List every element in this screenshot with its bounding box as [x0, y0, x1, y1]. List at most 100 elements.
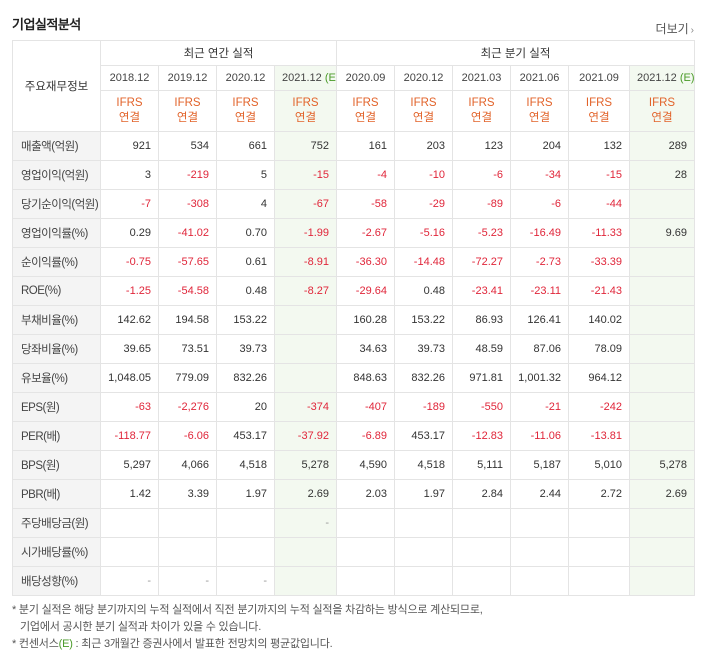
- data-cell: -: [158, 566, 217, 596]
- data-cell: 661: [216, 131, 275, 161]
- data-cell: 2.69: [274, 479, 337, 509]
- financial-table: 주요재무정보 최근 연간 실적 최근 분기 실적 2018.12 2019.12 2…: [12, 40, 696, 596]
- row-label: 시가배당률(%): [12, 537, 101, 567]
- table-row: PER(배) -118.77 -6.06 453.17 -37.92 -6.89 453.1…: [12, 421, 696, 451]
- data-cell: 1,001.32: [510, 363, 569, 393]
- quarter-period-header: 2021.12 (E): [628, 65, 696, 91]
- data-cell: -12.83: [452, 421, 511, 451]
- basis-header: IFRS 연결: [336, 90, 395, 132]
- data-cell: 0.48: [394, 276, 453, 306]
- data-cell: 5,297: [100, 450, 159, 480]
- data-cell: 2.69: [628, 479, 696, 509]
- data-cell: -72.27: [452, 247, 511, 277]
- data-cell: [628, 189, 696, 219]
- data-cell: 48.59: [452, 334, 511, 364]
- row-label: PER(배): [12, 421, 101, 451]
- data-cell: -57.65: [158, 247, 217, 277]
- row-label: 주당배당금(원): [12, 508, 101, 538]
- data-cell: [628, 305, 696, 335]
- data-cell: 779.09: [158, 363, 217, 393]
- row-label: 배당성향(%): [12, 566, 101, 596]
- data-cell: [510, 537, 569, 567]
- data-cell: [568, 508, 630, 538]
- data-cell: -6: [510, 189, 569, 219]
- data-cell: [336, 508, 395, 538]
- table-row: BPS(원) 5,297 4,066 4,518 5,278 4,590 4,518 5,11…: [12, 450, 696, 480]
- data-cell: 153.22: [216, 305, 275, 335]
- estimate-mark: (E): [58, 638, 73, 650]
- data-cell: 453.17: [394, 421, 453, 451]
- table-row: 당좌비율(%) 39.65 73.51 39.73 34.63 39.73 48.59 87.…: [12, 334, 696, 364]
- table-row: 당기순이익(억원) -7 -308 4 -67 -58 -29 -89 -6 -44: [12, 189, 696, 219]
- basis-header: IFRS 연결: [452, 90, 511, 132]
- data-cell: 5: [216, 160, 275, 190]
- row-label: 당기순이익(억원): [12, 189, 101, 219]
- annual-period-header: 2020.12: [216, 65, 275, 91]
- data-cell: 204: [510, 131, 569, 161]
- more-link[interactable]: 더보기 ›: [656, 20, 694, 37]
- data-cell: [568, 566, 630, 596]
- data-cell: -15: [274, 160, 337, 190]
- data-cell: 4: [216, 189, 275, 219]
- data-cell: 5,111: [452, 450, 511, 480]
- data-cell: [568, 537, 630, 567]
- data-cell: -2.73: [510, 247, 569, 277]
- data-cell: 2.84: [452, 479, 511, 509]
- data-cell: [628, 276, 696, 306]
- data-cell: 5,278: [628, 450, 696, 480]
- estimate-mark: (E): [679, 72, 695, 84]
- row-label: 유보율(%): [12, 363, 101, 393]
- data-cell: -308: [158, 189, 217, 219]
- data-cell: [394, 566, 453, 596]
- data-cell: [274, 537, 337, 567]
- data-cell: 3.39: [158, 479, 217, 509]
- data-cell: -: [274, 508, 337, 538]
- data-cell: -5.23: [452, 218, 511, 248]
- basis-header: IFRS 연결: [628, 90, 696, 132]
- data-cell: -7: [100, 189, 159, 219]
- data-cell: 2.03: [336, 479, 395, 509]
- data-cell: -2.67: [336, 218, 395, 248]
- row-label: 순이익률(%): [12, 247, 101, 277]
- data-cell: 2.44: [510, 479, 569, 509]
- data-cell: -13.81: [568, 421, 630, 451]
- data-cell: -: [100, 566, 159, 596]
- data-cell: 140.02: [568, 305, 630, 335]
- data-cell: 4,590: [336, 450, 395, 480]
- estimate-mark: (E): [324, 72, 336, 84]
- data-cell: 1,048.05: [100, 363, 159, 393]
- data-cell: 34.63: [336, 334, 395, 364]
- data-cell: -29.64: [336, 276, 395, 306]
- data-cell: 4,518: [394, 450, 453, 480]
- data-cell: -8.27: [274, 276, 337, 306]
- data-cell: -15: [568, 160, 630, 190]
- data-cell: -58: [336, 189, 395, 219]
- data-cell: -44: [568, 189, 630, 219]
- quarter-group-header: 최근 분기 실적: [335, 40, 696, 66]
- data-cell: 752: [274, 131, 337, 161]
- data-cell: [628, 363, 696, 393]
- table-row: 주당배당금(원) -: [12, 508, 696, 538]
- basis-header: IFRS 연결: [100, 90, 159, 132]
- data-cell: -11.06: [510, 421, 569, 451]
- data-cell: [394, 537, 453, 567]
- data-cell: 832.26: [216, 363, 275, 393]
- data-cell: [628, 421, 696, 451]
- data-cell: -11.33: [568, 218, 630, 248]
- table-row: 영업이익(억원) 3 -219 5 -15 -4 -10 -6 -34 -15 28: [12, 160, 696, 190]
- footnote-1: * 분기 실적은 해당 분기까지의 누적 실적에서 직전 분기까지의 누적 실적…: [12, 604, 483, 616]
- data-cell: [452, 508, 511, 538]
- data-cell: -23.11: [510, 276, 569, 306]
- data-cell: 1.97: [394, 479, 453, 509]
- data-cell: 203: [394, 131, 453, 161]
- basis-header: IFRS 연결: [216, 90, 275, 132]
- data-cell: 4,066: [158, 450, 217, 480]
- chevron-right-icon: ›: [690, 25, 694, 36]
- data-cell: -36.30: [336, 247, 395, 277]
- row-label: 매출액(억원): [12, 131, 101, 161]
- data-cell: 153.22: [394, 305, 453, 335]
- data-cell: -5.16: [394, 218, 453, 248]
- data-cell: 39.73: [216, 334, 275, 364]
- data-cell: -219: [158, 160, 217, 190]
- data-cell: 142.62: [100, 305, 159, 335]
